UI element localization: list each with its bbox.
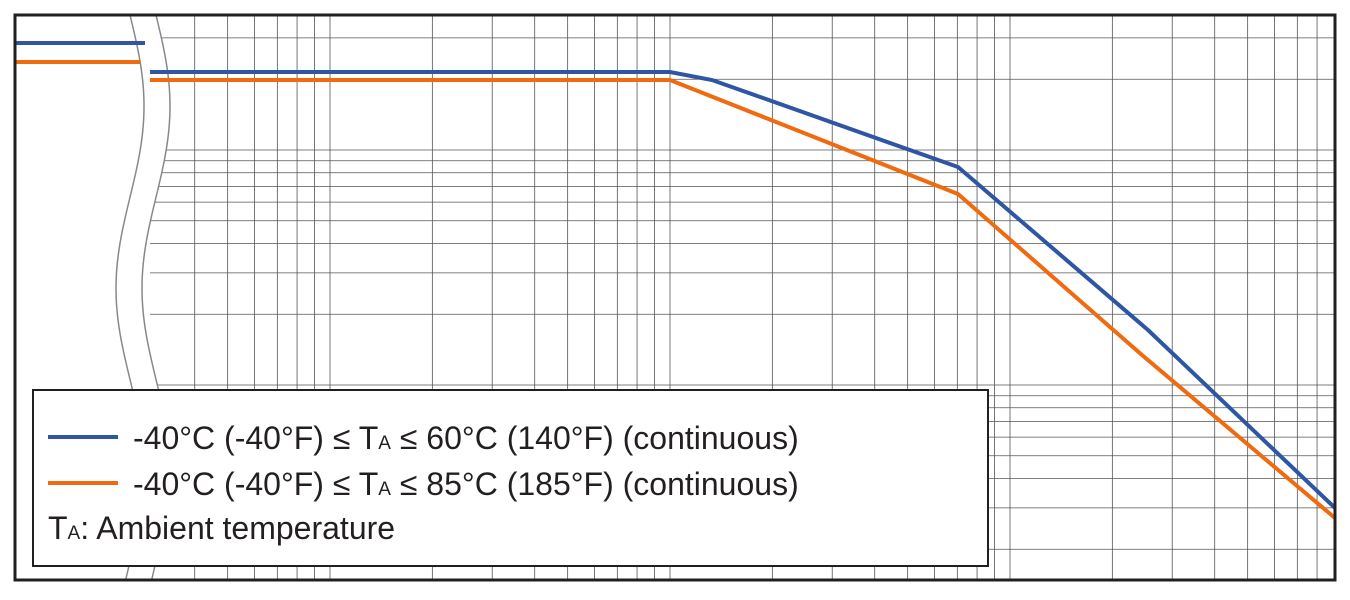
legend-note: TA: Ambient temperature (48, 510, 395, 546)
legend-label: -40°C (-40°F) ≤ TA ≤ 60°C (140°F) (conti… (133, 420, 799, 456)
curve (150, 70, 1337, 510)
text: -40°C (-40°F) ≤ T (133, 420, 378, 456)
frame (13, 13, 1337, 582)
legend-label: -40°C (-40°F) ≤ TA ≤ 85°C (185°F) (conti… (133, 466, 799, 502)
text: ≤ 60°C (140°F) (continuous) (391, 420, 799, 456)
text: ≤ 85°C (185°F) (continuous) (391, 466, 799, 502)
subscript: A (378, 479, 391, 500)
text: -40°C (-40°F) ≤ T (133, 466, 378, 502)
subscript: A (68, 523, 81, 544)
text: : Ambient temperature (80, 510, 395, 546)
text: T (48, 510, 68, 546)
subscript: A (378, 433, 391, 454)
curve (150, 78, 1337, 520)
legend-box (32, 389, 989, 567)
